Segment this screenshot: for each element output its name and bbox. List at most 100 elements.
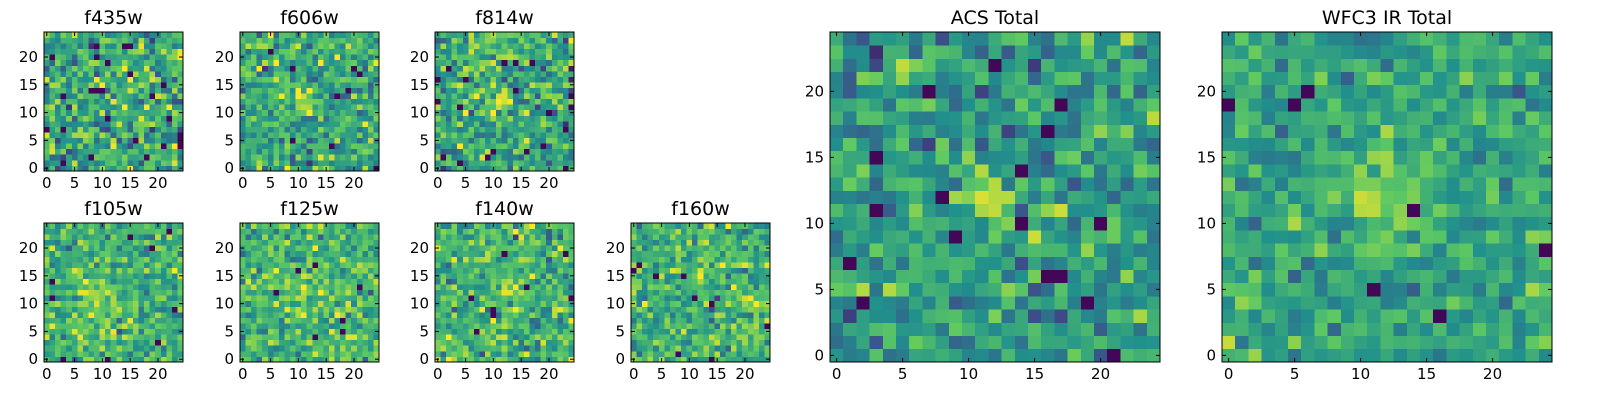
heatmap-cell — [251, 154, 258, 161]
heatmap-cell — [512, 339, 519, 346]
heatmap-cell — [512, 323, 519, 330]
heatmap-cell — [562, 76, 569, 83]
heatmap-cell — [284, 328, 291, 335]
heatmap-cell — [278, 98, 285, 105]
heatmap-cell — [290, 65, 296, 72]
heatmap-cell — [121, 228, 128, 235]
heatmap-cell — [60, 48, 67, 55]
heatmap-cell — [262, 323, 269, 330]
heatmap-cell — [66, 120, 73, 127]
heatmap-cell — [71, 54, 78, 61]
heatmap-cell — [642, 234, 649, 241]
heatmap-cell — [373, 132, 380, 139]
heatmap-cell — [345, 159, 352, 166]
heatmap-cell — [681, 295, 687, 302]
heatmap-cell — [501, 234, 508, 241]
heatmap-cell — [166, 261, 173, 268]
heatmap-cell — [435, 250, 441, 257]
heatmap-cell — [367, 82, 374, 88]
heatmap-cell — [328, 87, 335, 94]
heatmap-cell — [82, 120, 89, 127]
heatmap-cell — [160, 328, 167, 335]
heatmap-cell — [725, 306, 732, 313]
heatmap-cell — [273, 148, 280, 155]
heatmap-cell — [105, 223, 112, 229]
heatmap-cell — [948, 282, 963, 297]
heatmap-cell — [138, 148, 145, 155]
heatmap-cell — [132, 311, 139, 318]
heatmap-cell — [457, 289, 464, 296]
heatmap-cell — [546, 159, 553, 166]
heatmap-cell — [551, 98, 558, 105]
heatmap-cell — [44, 143, 50, 150]
heatmap-cell — [703, 328, 710, 335]
heatmap-cell — [1001, 230, 1016, 244]
heatmap-cell — [479, 323, 486, 330]
heatmap-cell — [1067, 190, 1082, 204]
heatmap-cell — [245, 228, 252, 235]
heatmap-cell — [290, 256, 296, 263]
heatmap-cell — [669, 334, 676, 341]
heatmap-cell — [440, 76, 447, 83]
heatmap-cell — [362, 267, 369, 274]
y-tick-label: 10 — [215, 104, 234, 122]
heatmap-cell — [642, 239, 649, 246]
heatmap-cell — [501, 132, 508, 139]
heatmap-cell — [485, 239, 491, 246]
heatmap-cell — [121, 306, 128, 313]
heatmap-cell — [55, 132, 62, 139]
heatmap-cell — [523, 328, 530, 335]
heatmap-cell — [99, 43, 106, 50]
heatmap-cell — [535, 143, 542, 150]
heatmap-cell — [256, 65, 263, 72]
heatmap-cell — [725, 284, 732, 291]
heatmap-cell — [473, 289, 480, 296]
heatmap-cell — [273, 159, 280, 166]
heatmap-cell — [1001, 335, 1016, 350]
heatmap-cell — [340, 256, 347, 263]
heatmap-cell — [1014, 322, 1029, 336]
heatmap-cell — [121, 48, 128, 55]
heatmap-cell — [636, 356, 643, 363]
heatmap-cell — [496, 261, 503, 268]
heatmap-cell — [714, 261, 721, 268]
heatmap-cell — [551, 82, 558, 88]
heatmap-cell — [138, 245, 145, 252]
heatmap-cell — [71, 256, 78, 263]
heatmap-cell — [446, 143, 453, 150]
heatmap-cell — [451, 228, 458, 235]
heatmap-cell — [306, 228, 313, 235]
heatmap-cell — [462, 120, 469, 127]
heatmap-cell — [99, 87, 106, 94]
heatmap-cell — [356, 37, 363, 44]
heatmap-cell — [328, 350, 335, 357]
heatmap-cell — [708, 356, 715, 363]
heatmap-cell — [121, 250, 128, 257]
heatmap-cell — [1014, 190, 1029, 204]
heatmap-cell — [362, 165, 369, 172]
heatmap-cell — [725, 300, 732, 307]
heatmap-cell — [490, 54, 497, 61]
heatmap-cell — [323, 148, 330, 155]
heatmap-cell — [99, 143, 106, 150]
heatmap-cell — [535, 328, 542, 335]
heatmap-cell — [251, 76, 258, 83]
heatmap-cell — [88, 159, 95, 166]
heatmap-cell — [675, 350, 682, 357]
heatmap-cell — [631, 317, 637, 324]
heatmap-cell — [742, 306, 749, 313]
heatmap-cell — [256, 278, 263, 285]
heatmap-cell — [256, 239, 263, 246]
heatmap-cell — [105, 228, 112, 235]
heatmap-cell — [496, 137, 503, 144]
heatmap-cell — [149, 32, 156, 38]
heatmap-cell — [557, 165, 564, 172]
heatmap-cell — [362, 345, 369, 352]
heatmap-cell — [334, 93, 341, 100]
heatmap-cell — [529, 54, 536, 61]
heatmap-cell — [160, 37, 167, 44]
heatmap-cell — [273, 132, 280, 139]
heatmap-cell — [138, 328, 145, 335]
heatmap-cell — [340, 65, 347, 72]
heatmap-cell — [340, 87, 347, 94]
